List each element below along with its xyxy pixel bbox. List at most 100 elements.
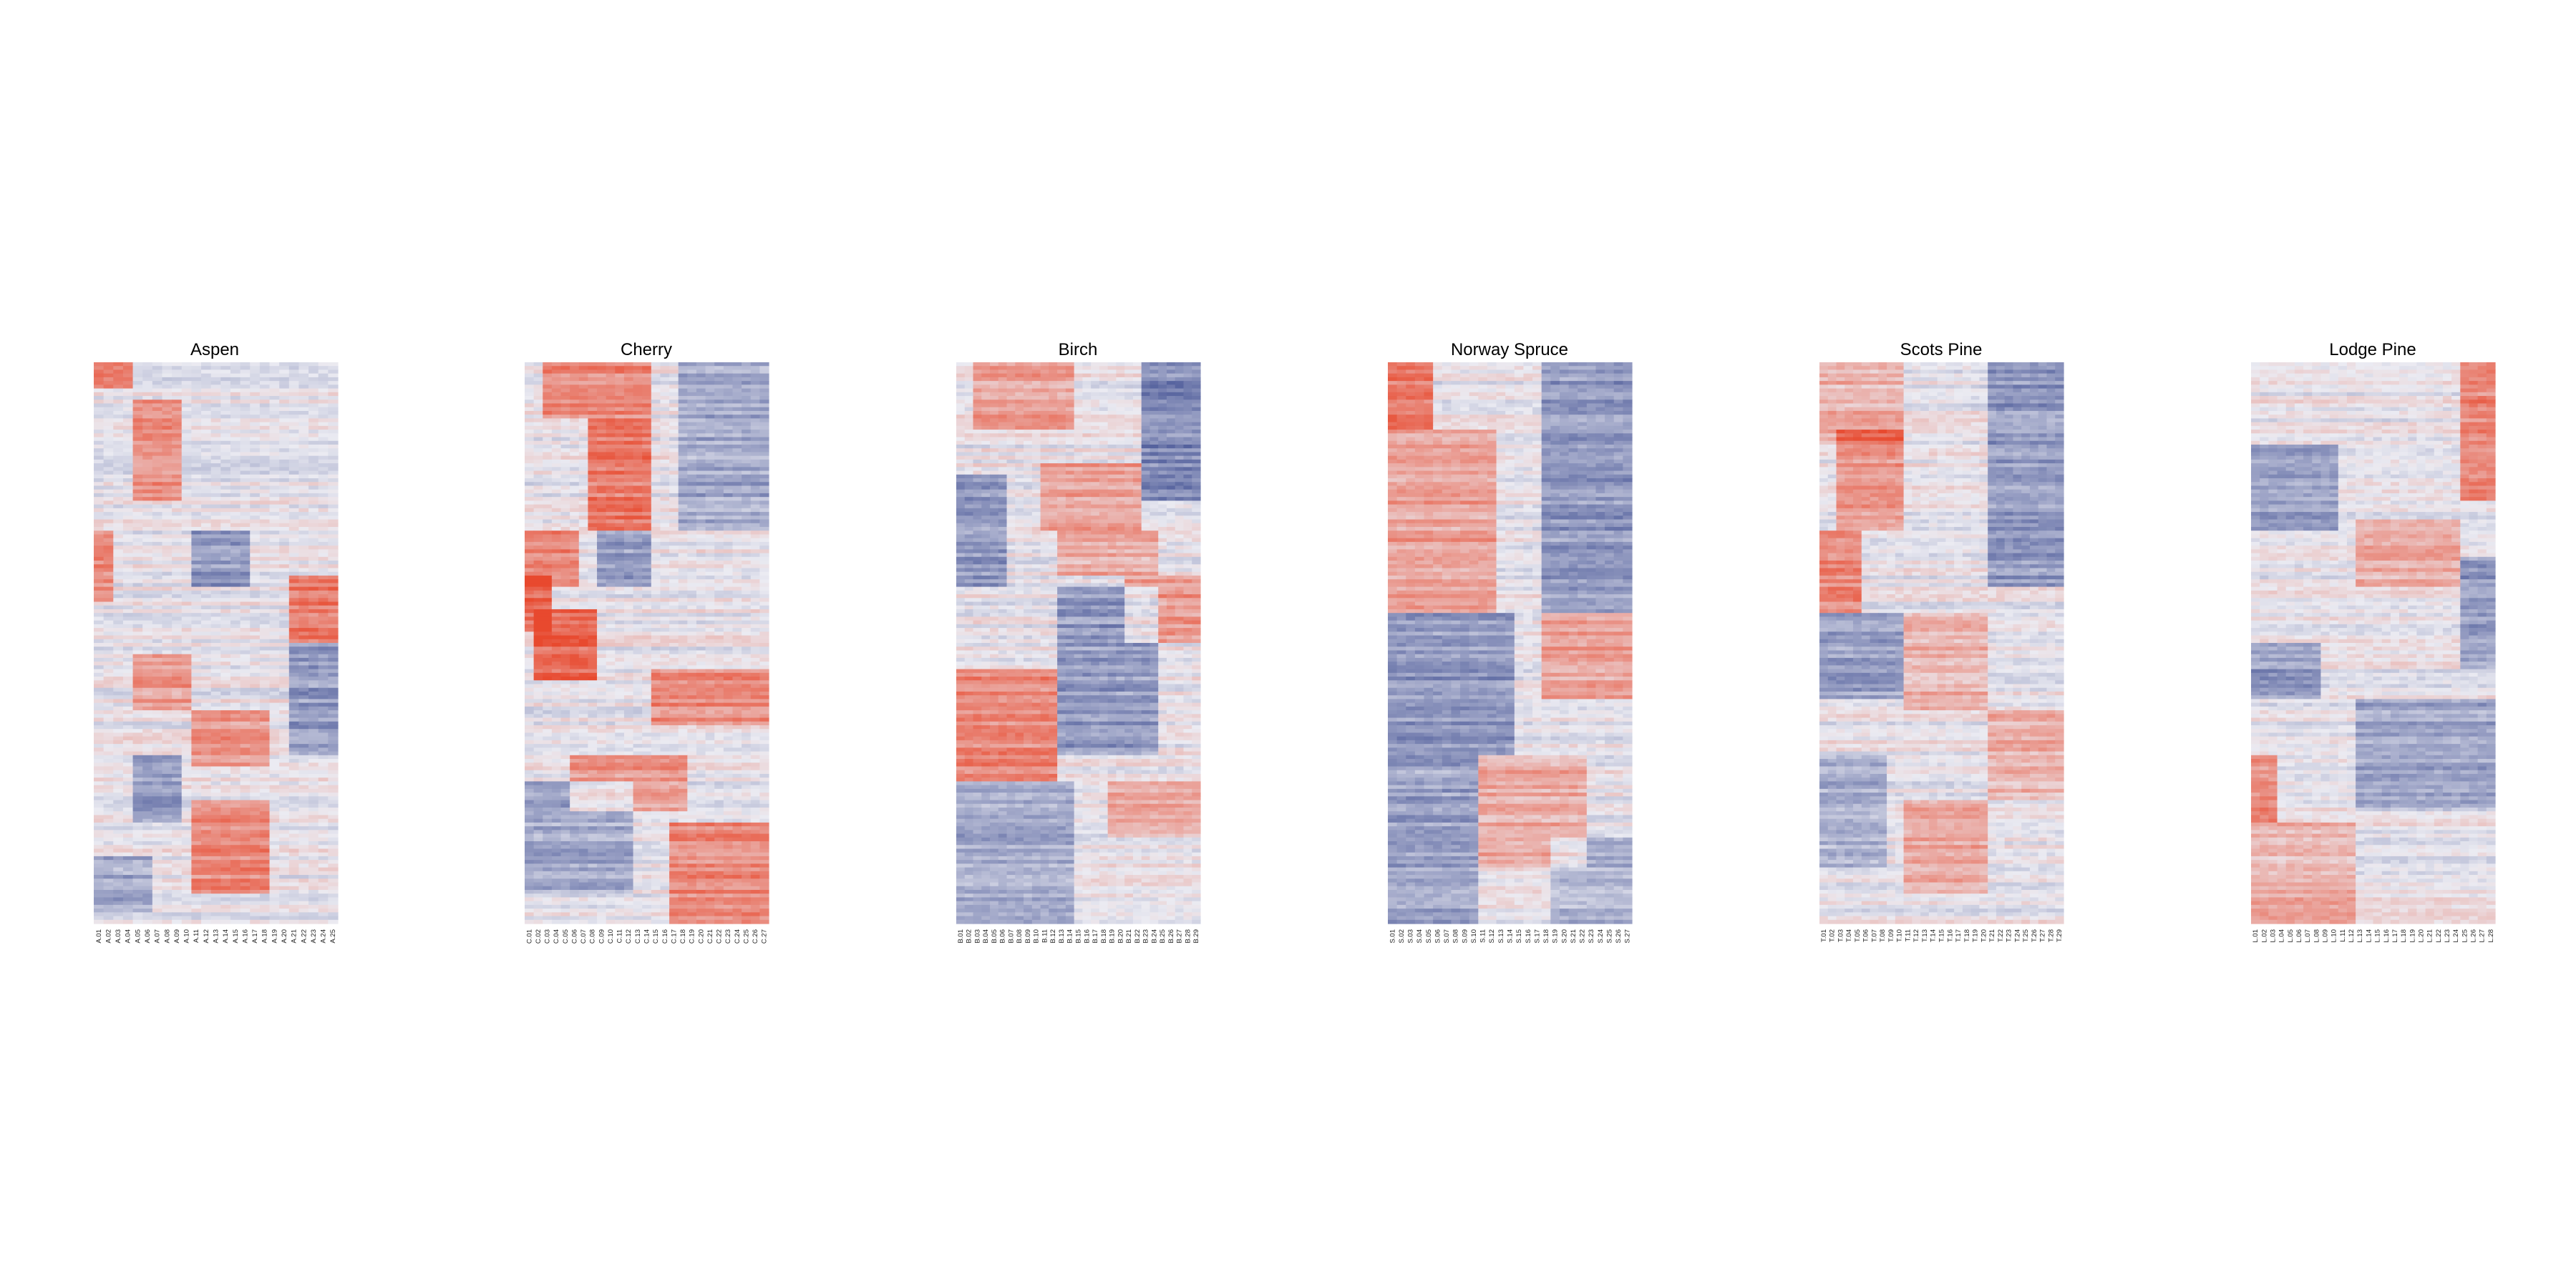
- heatmap-cell: [260, 662, 270, 666]
- heatmap-cell: [133, 815, 143, 819]
- heatmap-cell: [270, 853, 280, 857]
- heatmap-cell: [679, 433, 688, 437]
- heatmap-cell: [606, 515, 616, 520]
- heatmap-cell: [319, 762, 329, 767]
- heatmap-cell: [220, 800, 230, 805]
- heatmap-cell: [240, 606, 251, 610]
- heatmap-cell: [162, 785, 172, 790]
- heatmap-cell: [250, 381, 260, 385]
- heatmap-cell: [240, 916, 251, 921]
- heatmap-cell: [123, 493, 133, 498]
- heatmap-cell: [201, 848, 211, 853]
- heatmap-cell: [182, 441, 192, 445]
- heatmap-cell: [201, 737, 211, 741]
- heatmap-cell: [240, 747, 251, 752]
- heatmap-cell: [579, 400, 588, 404]
- heatmap-cell: [113, 725, 123, 730]
- heatmap-cell: [606, 377, 616, 382]
- heatmap-cell: [191, 673, 201, 677]
- heatmap-cell: [133, 505, 143, 509]
- heatmap-cell: [742, 508, 751, 513]
- heatmap-cell: [319, 579, 329, 584]
- heatmap-cell: [742, 369, 751, 374]
- heatmap-cell: [319, 542, 329, 546]
- heatmap-cell: [220, 804, 230, 808]
- heatmap-cell: [308, 471, 319, 475]
- heatmap-cell: [201, 684, 211, 688]
- heatmap-cell: [270, 430, 280, 434]
- heatmap-cell: [534, 441, 543, 445]
- heatmap-cell: [319, 912, 329, 916]
- heatmap-cell: [534, 366, 543, 370]
- heatmap-cell: [250, 396, 260, 400]
- heatmap-cell: [328, 883, 338, 887]
- heatmap-cell: [162, 688, 172, 692]
- heatmap-cell: [260, 811, 270, 815]
- heatmap-cell: [201, 631, 211, 636]
- heatmap-cell: [172, 463, 182, 468]
- heatmap-cell: [191, 811, 201, 815]
- heatmap-cell: [191, 621, 201, 625]
- heatmap-cell: [250, 853, 260, 857]
- heatmap-cell: [298, 500, 308, 505]
- heatmap-cell: [642, 505, 651, 509]
- heatmap-cell: [133, 631, 143, 636]
- heatmap-cell: [201, 576, 211, 580]
- heatmap-cell: [270, 369, 280, 374]
- heatmap-cell: [162, 392, 172, 397]
- heatmap-cell: [113, 389, 123, 393]
- heatmap-cell: [123, 778, 133, 782]
- heatmap-cell: [319, 396, 329, 400]
- heatmap-cell: [142, 396, 152, 400]
- heatmap-cell: [113, 878, 123, 883]
- heatmap-cell: [152, 396, 162, 400]
- heatmap-cell: [142, 624, 152, 629]
- heatmap-cell: [211, 811, 221, 815]
- heatmap-cell: [142, 729, 152, 733]
- heatmap-cell: [162, 568, 172, 572]
- heatmap-cell: [230, 650, 240, 654]
- heatmap-cell: [706, 448, 715, 452]
- heatmap-cell: [289, 418, 299, 422]
- heatmap-cell: [319, 875, 329, 879]
- heatmap-cell: [597, 478, 606, 483]
- heatmap-cell: [260, 883, 270, 887]
- heatmap-cell: [624, 384, 633, 389]
- heatmap-cell: [123, 624, 133, 629]
- heatmap-cell: [230, 557, 240, 561]
- heatmap-cell: [298, 475, 308, 479]
- heatmap-cell: [759, 467, 769, 471]
- heatmap-cell: [172, 819, 182, 823]
- heatmap-cell: [606, 422, 616, 427]
- heatmap-cell: [211, 433, 221, 437]
- heatmap-cell: [94, 583, 104, 587]
- heatmap-cell: [260, 426, 270, 430]
- heatmap-cell: [319, 710, 329, 715]
- heatmap-cell: [319, 789, 329, 793]
- heatmap-cell: [289, 647, 299, 651]
- heatmap-cell: [687, 493, 696, 498]
- heatmap-cell: [615, 500, 624, 505]
- heatmap-cell: [123, 912, 133, 916]
- heatmap-cell: [552, 400, 561, 404]
- heatmap-cell: [260, 781, 270, 785]
- heatmap-cell: [123, 505, 133, 509]
- heatmap-cell: [201, 508, 211, 513]
- heatmap-cell: [525, 531, 534, 535]
- heatmap-cell: [298, 897, 308, 901]
- heatmap-cell: [211, 920, 221, 924]
- heatmap-cell: [182, 774, 192, 778]
- heatmap-cell: [696, 403, 706, 407]
- heatmap-cell: [742, 415, 751, 419]
- heatmap-cell: [133, 493, 143, 498]
- heatmap-cell: [113, 437, 123, 442]
- heatmap-cell: [104, 576, 114, 580]
- heatmap-cell: [250, 762, 260, 767]
- heatmap-cell: [289, 845, 299, 849]
- heatmap-cell: [669, 490, 679, 494]
- heatmap-cell: [270, 456, 280, 460]
- heatmap-cell: [298, 616, 308, 621]
- heatmap-cell: [289, 718, 299, 722]
- heatmap-cell: [260, 916, 270, 921]
- heatmap-cell: [152, 729, 162, 733]
